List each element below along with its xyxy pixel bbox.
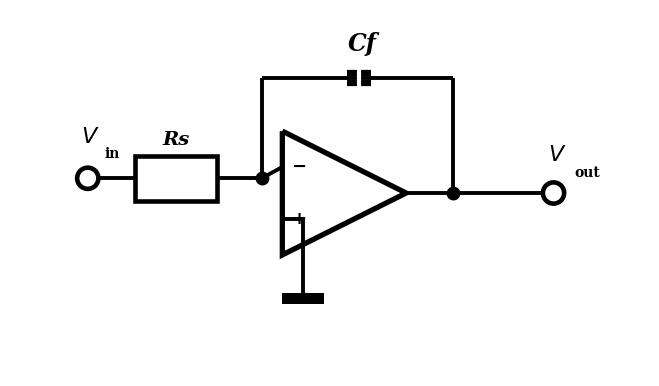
- Text: Rs: Rs: [163, 131, 190, 149]
- Text: Cf: Cf: [347, 32, 376, 56]
- Bar: [282, 293, 324, 304]
- Text: +: +: [291, 210, 306, 228]
- Text: −: −: [291, 158, 306, 176]
- Text: $V$: $V$: [548, 144, 566, 166]
- Text: in: in: [104, 147, 120, 161]
- Text: $V$: $V$: [80, 125, 100, 147]
- Text: out: out: [574, 166, 600, 180]
- Bar: [135, 156, 217, 201]
